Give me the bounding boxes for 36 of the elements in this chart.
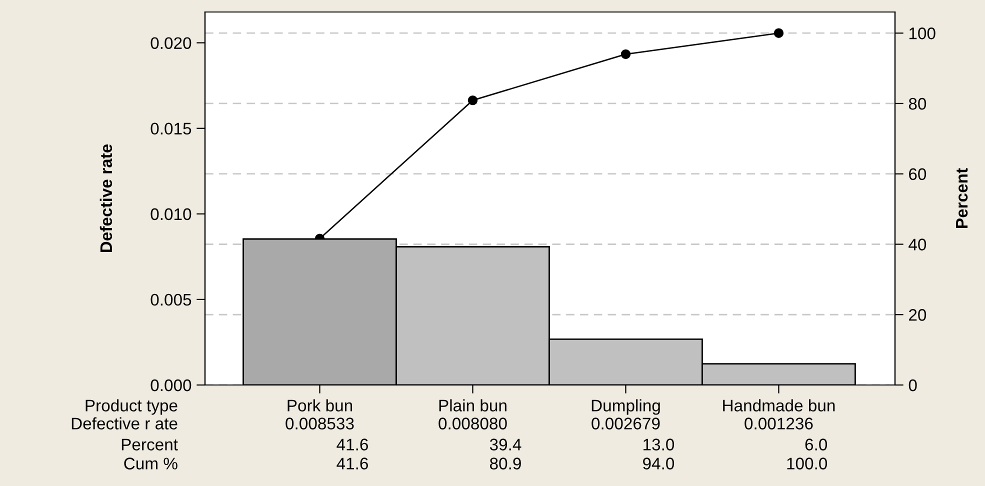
- data-label: 0.002679: [592, 418, 660, 430]
- data-label: 0.001236: [744, 418, 813, 430]
- y-tick-label: 0.015: [150, 122, 192, 135]
- y-tick-label: 0.000: [150, 379, 192, 392]
- x-tick-label: Dumpling: [592, 399, 660, 415]
- text: 41.6: [336, 438, 368, 450]
- text: 6.0: [805, 438, 828, 450]
- x-tick-label: Plain bun: [439, 399, 506, 412]
- point: [620, 49, 631, 60]
- text: Percent: [122, 438, 178, 450]
- data-label: 94.0: [643, 458, 674, 470]
- text: Cum %: [124, 458, 178, 470]
- text: Defective r ate: [72, 417, 178, 430]
- y2-tick-label: 60: [909, 168, 926, 180]
- text: 39.4: [490, 438, 522, 450]
- data-label: 100.0: [787, 458, 828, 470]
- x-axis-title: Product type: [86, 399, 178, 415]
- y-tick-label: 0.010: [150, 208, 192, 220]
- y-tick-label: 0.020: [150, 37, 192, 49]
- y2-axis-title: Percent: [956, 168, 968, 228]
- y2-tick-label: 0: [908, 379, 917, 392]
- x-tick-label: Pork bun: [288, 399, 352, 412]
- point: [468, 95, 478, 106]
- data-label: 80.9: [490, 458, 521, 470]
- y-axis-title: Defective rate: [100, 144, 112, 252]
- y2-tick-label: 40: [908, 238, 926, 250]
- data-label: 0.008533: [286, 418, 354, 430]
- x-tick-label: Handmade bun: [723, 399, 835, 412]
- data-label: 0.008080: [438, 418, 507, 430]
- y2-tick-label: 80: [908, 98, 926, 110]
- data-label: 41.6: [336, 458, 368, 470]
- y2-tick-label: 20: [909, 309, 926, 321]
- point: [774, 28, 784, 38]
- y2-tick-label: 100: [909, 28, 936, 40]
- text: 13.0: [644, 438, 674, 450]
- y-tick-label: 0.005: [150, 294, 192, 306]
